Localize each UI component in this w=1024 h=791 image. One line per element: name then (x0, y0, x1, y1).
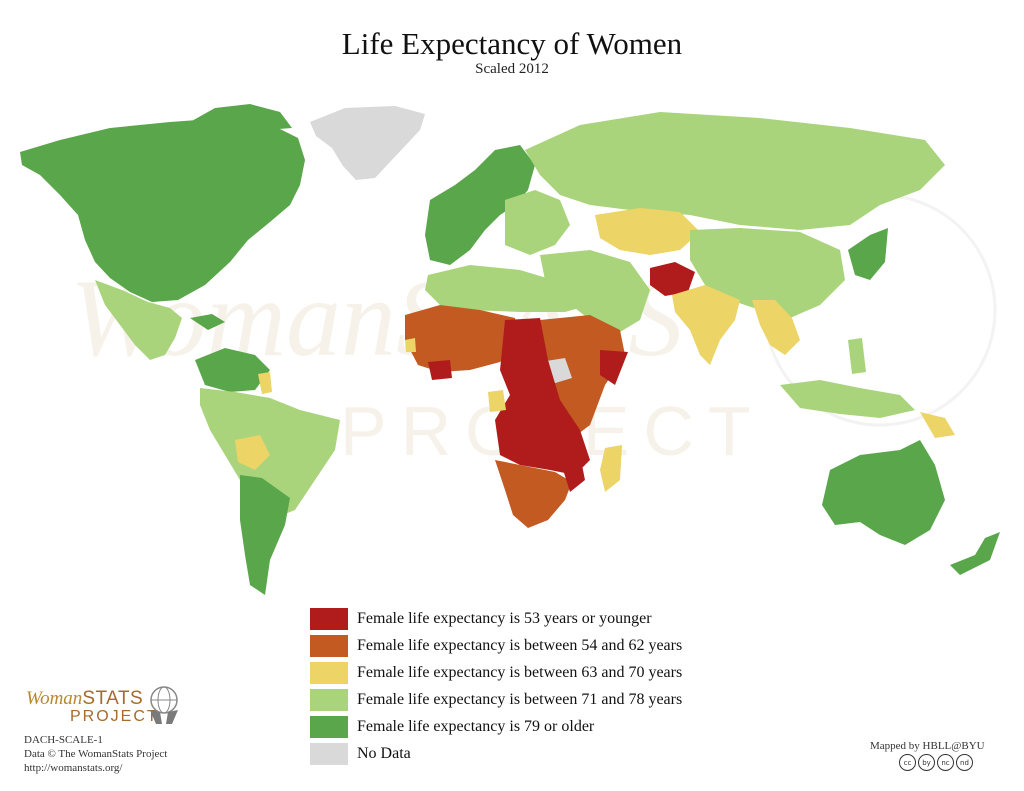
region-papua (920, 412, 955, 438)
legend-label: Female life expectancy is between 63 and… (357, 663, 683, 681)
legend-swatch (310, 742, 348, 765)
legend-label: Female life expectancy is 53 years or yo… (357, 609, 652, 627)
legend-swatch (310, 715, 348, 738)
legend-label: No Data (357, 744, 411, 762)
region-north-africa (425, 265, 590, 312)
region-north-america (20, 118, 305, 302)
legend-label: Female life expectancy is between 54 and… (357, 636, 683, 654)
region-central-africa (495, 318, 590, 475)
region-mozambique (560, 455, 585, 492)
region-japan-korea (848, 228, 888, 280)
logo-word-stats: STATS (82, 688, 144, 709)
nd-icon: nd (956, 754, 973, 771)
region-bolivia (235, 435, 270, 470)
cc-icon: cc (899, 754, 916, 771)
region-afghanistan (650, 262, 695, 296)
legend-item: Female life expectancy is 79 or older (310, 715, 770, 738)
legend: Female life expectancy is 53 years or yo… (310, 607, 770, 769)
legend-swatch (310, 634, 348, 657)
region-horn (600, 350, 628, 385)
mapped-by: Mapped by HBLL@BYU (870, 740, 985, 752)
region-caribbean (190, 314, 225, 330)
region-south-america (200, 388, 340, 520)
logo-word-woman: Woman (26, 688, 83, 709)
region-southern-cone (240, 475, 290, 595)
logo-word-project: PROJECT (70, 708, 159, 725)
credits-data: Data © The WomanStats Project (24, 748, 168, 760)
region-madagascar (600, 445, 622, 492)
legend-label: Female life expectancy is between 71 and… (357, 690, 683, 708)
region-south-asia (672, 285, 740, 365)
womanstats-logo: WomanSTATS PROJECT (26, 686, 178, 725)
region-europe-west (425, 145, 535, 265)
globe-hands-icon (150, 686, 178, 724)
region-middle-east (540, 250, 650, 335)
credits-url[interactable]: http://womanstats.org/ (24, 762, 123, 774)
license-badges: cc by nc nd (899, 754, 973, 771)
region-guiana (258, 372, 272, 394)
region-new-zealand (950, 532, 1000, 575)
region-greenland (310, 106, 425, 180)
region-central-asia (595, 208, 700, 255)
map-title: Life Expectancy of Women (341, 26, 683, 61)
legend-item: Female life expectancy is between 63 and… (310, 661, 770, 684)
region-europe-east (505, 190, 570, 255)
credits-code: DACH-SCALE-1 (24, 734, 103, 746)
legend-item: No Data (310, 742, 770, 765)
region-gabon (488, 390, 506, 412)
nc-icon: nc (937, 754, 954, 771)
region-southern-africa (495, 460, 572, 528)
region-mexico (95, 280, 182, 360)
region-philippines (848, 338, 866, 374)
region-south-america-north (195, 348, 270, 392)
credits: DACH-SCALE-1 Data © The WomanStats Proje… (24, 733, 167, 775)
region-west-africa (405, 305, 518, 372)
region-indonesia (780, 380, 915, 418)
region-west-africa-coast (428, 360, 452, 380)
map-subtitle: Scaled 2012 (475, 61, 549, 77)
region-australia (822, 440, 945, 545)
legend-swatch (310, 607, 348, 630)
region-west-africa-yellow (405, 338, 416, 352)
legend-item: Female life expectancy is 53 years or yo… (310, 607, 770, 630)
region-southeast-asia (752, 300, 800, 355)
legend-item: Female life expectancy is between 54 and… (310, 634, 770, 657)
legend-swatch (310, 661, 348, 684)
by-icon: by (918, 754, 935, 771)
region-russia (525, 112, 945, 230)
legend-item: Female life expectancy is between 71 and… (310, 688, 770, 711)
region-arctic-islands (190, 104, 292, 130)
legend-swatch (310, 688, 348, 711)
legend-label: Female life expectancy is 79 or older (357, 717, 595, 735)
world-map: WomanSTATS PROJECT (20, 104, 1000, 595)
